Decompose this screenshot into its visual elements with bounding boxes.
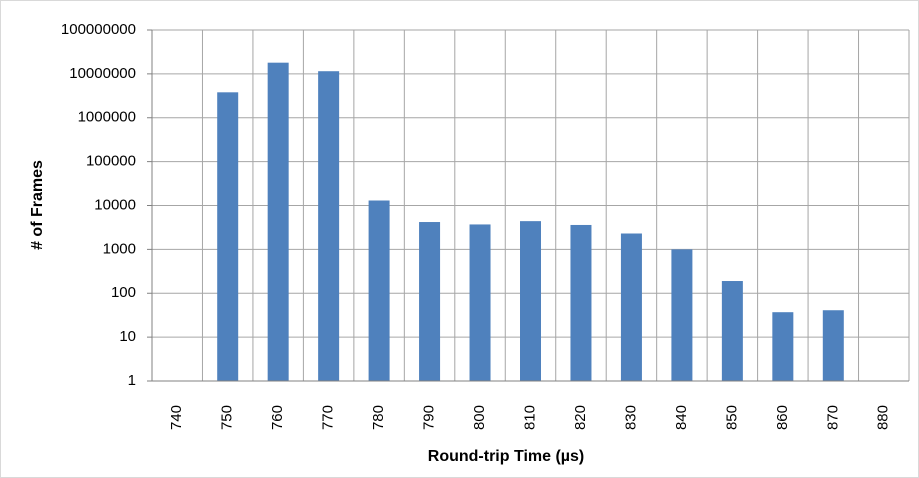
bar-850 [721,281,743,381]
x-tick-label: 840 [673,405,690,430]
y-tick-label: 100000 [86,153,136,170]
bar-860 [772,312,794,381]
x-axis-title: Round-trip Time (µs) [428,448,584,465]
bar-820 [570,224,592,381]
bar-870 [822,310,844,381]
x-tick-label: 770 [320,405,337,430]
x-tick-label: 760 [269,405,286,430]
bar-780 [368,200,390,381]
bar-830 [620,233,642,381]
bar-760 [267,62,289,381]
x-tick-label: 750 [219,405,236,430]
axes [147,29,909,382]
x-tick-label: 800 [471,405,488,430]
y-tick-label: 10000000 [69,65,136,82]
x-tick-labels: 740 750 760 770 780 790 800 810 820 830 840 850 860 8… [168,405,892,430]
x-tick-label: 820 [572,405,589,430]
x-tick-label: 860 [774,405,791,430]
y-tick-label: 100 [111,284,136,301]
y-tick-labels: 1 10 100 1000 10000 100000 1000000 10000000 1000… [61,21,136,389]
x-tick-label: 810 [521,405,538,430]
x-tick-label: 850 [723,405,740,430]
y-tick-label: 1000000 [78,109,136,126]
x-tick-label: 830 [622,405,639,430]
x-tick-label: 870 [824,405,841,430]
bars [217,62,844,381]
x-tick-label: 780 [370,405,387,430]
y-tick-label: 10 [119,328,136,345]
bar-770 [318,71,340,381]
x-tick-label: 740 [168,405,185,430]
x-tick-label: 880 [875,405,892,430]
y-axis-title: # of Frames [29,160,46,250]
bar-750 [217,92,239,381]
y-tick-label: 1 [128,372,136,389]
x-tick-label: 790 [421,405,438,430]
y-tick-label: 100000000 [61,21,136,38]
bar-790 [419,222,441,381]
y-tick-label: 1000 [103,240,136,257]
bar-810 [520,221,541,381]
bar-800 [469,224,491,381]
bar-840 [671,249,693,381]
y-tick-label: 10000 [94,196,136,213]
